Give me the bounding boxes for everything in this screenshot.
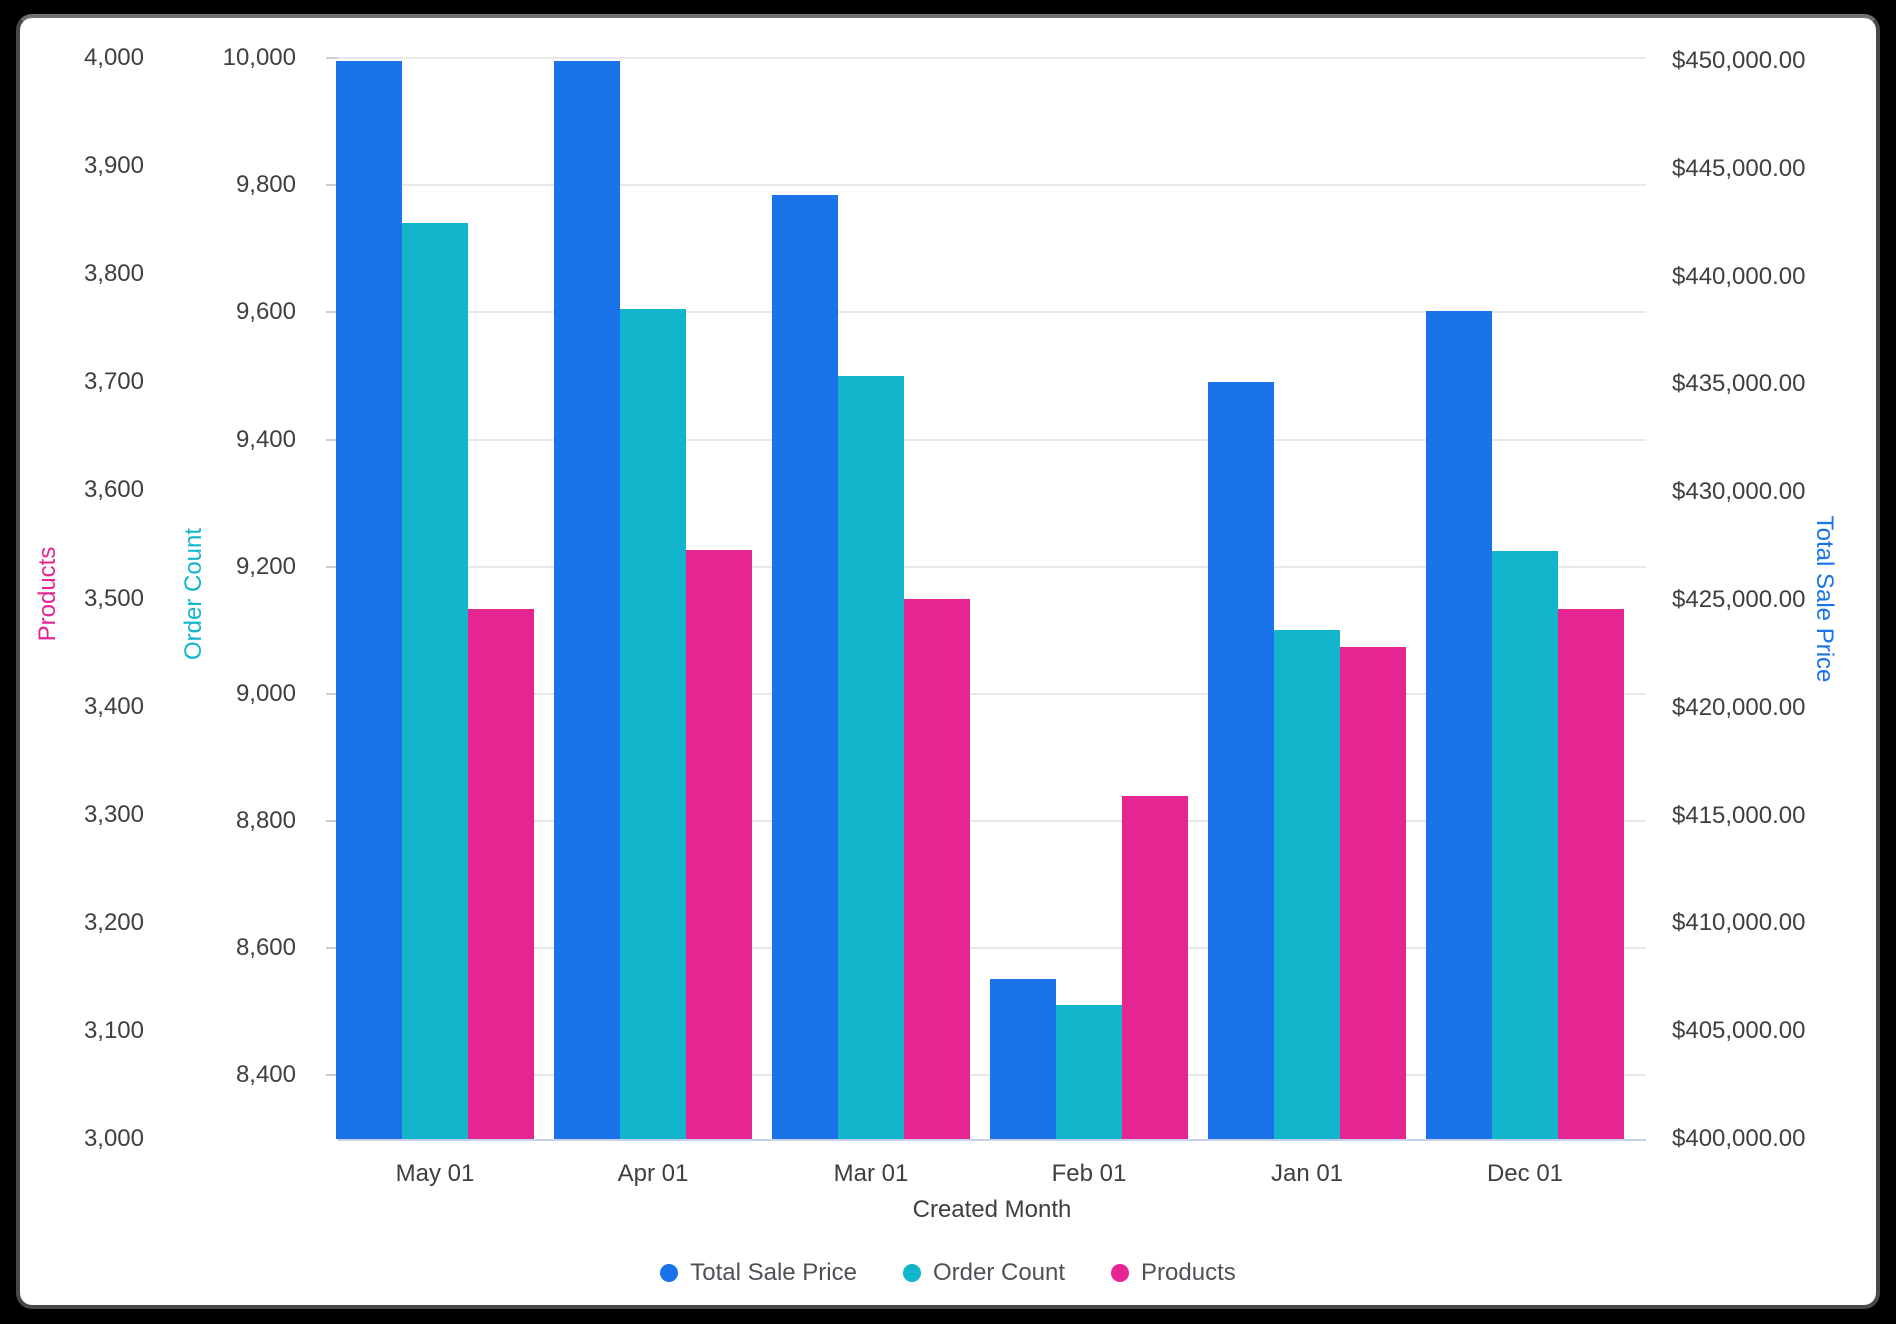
legend-color-dot-icon [660,1264,679,1282]
gridline [338,566,1646,568]
order-tick-label: 9,600 [235,298,296,325]
sale-tick-label: $450,000.00 [1672,47,1806,74]
order-tick-label: 9,200 [235,553,296,580]
x-axis-line [338,1139,1646,1141]
bar-sale-3[interactable] [990,979,1056,1139]
axis-title-order: Order Count [180,527,207,661]
sale-tick-label: $440,000.00 [1672,263,1806,290]
bar-sale-5[interactable] [1426,311,1492,1139]
order-axis-tick-mark [326,566,338,568]
chart-card: 4,000 3,900 3,800 3,700 3,600 3,500 3,400 3,300… [16,14,1880,1309]
products-tick-label: 4,000 [83,44,144,71]
sale-tick-label: $405,000.00 [1672,1017,1806,1044]
products-tick-label: 3,500 [83,585,144,612]
legend-item-label: Total Sale Price [690,1259,857,1286]
gridline [338,947,1646,949]
sale-tick-label: $430,000.00 [1672,478,1806,505]
products-tick-label: 3,200 [83,909,144,936]
order-axis-tick-mark [326,820,338,822]
legend-item[interactable]: Products [1111,1260,1236,1286]
bar-order-2[interactable] [838,376,904,1139]
x-axis-category-label: Apr 01 [617,1160,689,1187]
products-tick-label: 3,100 [83,1017,144,1044]
legend: Total Sale Price Order Count Products [20,1258,1876,1288]
axis-title-products: Products [34,546,61,642]
bar-order-5[interactable] [1492,551,1558,1139]
products-tick-label: 3,700 [83,368,144,395]
sale-tick-label: $415,000.00 [1672,802,1806,829]
products-tick-label: 3,400 [83,693,144,720]
order-axis-tick-mark [326,311,338,313]
sale-tick-label: $410,000.00 [1672,909,1806,936]
x-axis-category-label: Mar 01 [833,1160,909,1187]
gridline [338,439,1646,441]
gridline [338,311,1646,313]
axis-title-sale: Total Sale Price [1811,515,1838,683]
products-tick-label: 3,900 [83,152,144,179]
gridline [338,57,1646,59]
products-tick-label: 3,000 [83,1125,144,1152]
products-tick-label: 3,600 [83,476,144,503]
legend-color-dot-icon [902,1264,921,1282]
bar-products-3[interactable] [1122,796,1188,1139]
x-axis-category-label: May 01 [395,1160,475,1187]
products-tick-label: 3,300 [83,801,144,828]
order-axis-tick-mark [326,947,338,949]
legend-item[interactable]: Order Count [902,1259,1066,1286]
bar-products-4[interactable] [1340,647,1406,1139]
sale-tick-label: $420,000.00 [1672,694,1806,721]
sale-tick-label: $435,000.00 [1672,370,1806,397]
legend-item-label: Products [1141,1259,1236,1286]
sale-tick-label: $400,000.00 [1672,1125,1806,1152]
order-axis-tick-mark [326,57,338,59]
order-tick-label: 10,000 [222,44,296,71]
order-axis-tick-mark [326,1074,338,1076]
order-tick-label: 8,800 [235,807,296,834]
order-tick-label: 8,600 [235,934,296,961]
order-axis-tick-mark [326,693,338,695]
order-tick-label: 9,400 [235,426,296,453]
sale-tick-label: $445,000.00 [1672,155,1806,182]
bar-order-0[interactable] [402,223,468,1139]
bar-order-4[interactable] [1274,630,1340,1139]
bar-products-1[interactable] [686,550,752,1139]
gridline [338,184,1646,186]
bar-sale-2[interactable] [772,195,838,1139]
gridline [338,820,1646,822]
legend-item[interactable]: Total Sale Price [660,1260,857,1286]
products-tick-label: 3,800 [83,260,144,287]
bar-sale-4[interactable] [1208,382,1274,1139]
bar-products-0[interactable] [468,609,534,1139]
order-tick-label: 9,800 [235,171,296,198]
legend-item-label: Order Count [932,1259,1066,1286]
bar-order-3[interactable] [1056,1005,1122,1139]
order-axis-tick-mark [326,439,338,441]
bar-sale-0[interactable] [336,61,402,1139]
legend-color-dot-icon [1111,1264,1130,1282]
order-axis-tick-mark [326,184,338,186]
bar-products-5[interactable] [1558,609,1624,1139]
x-axis-category-label: Dec 01 [1486,1160,1564,1187]
order-tick-label: 8,400 [235,1061,296,1088]
bar-order-1[interactable] [620,309,686,1139]
sale-tick-label: $425,000.00 [1672,586,1806,613]
x-axis-category-label: Jan 01 [1270,1160,1344,1187]
x-axis-category-label: Feb 01 [1051,1160,1127,1187]
bar-products-2[interactable] [904,599,970,1139]
gridline [338,693,1646,695]
order-tick-label: 9,000 [235,680,296,707]
bar-sale-1[interactable] [554,61,620,1139]
x-axis-title: Created Month [912,1196,1072,1223]
